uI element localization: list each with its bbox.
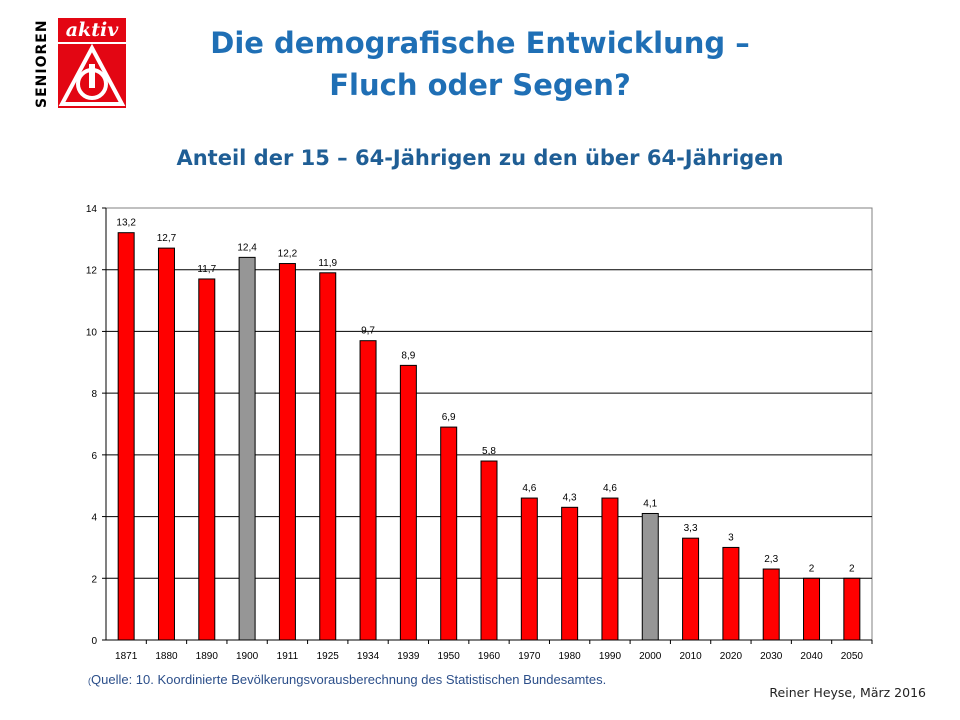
- bar: [762, 568, 780, 641]
- x-tick-label: 2030: [760, 651, 783, 662]
- bar: [399, 364, 417, 641]
- y-tick-label: 8: [91, 389, 97, 400]
- y-tick-label: 14: [86, 204, 98, 215]
- chart-title: Anteil der 15 – 64-Jährigen zu den über …: [176, 146, 784, 170]
- x-tick-label: 2020: [720, 651, 743, 662]
- data-label: 13,2: [116, 218, 136, 229]
- bar: [520, 497, 538, 641]
- data-label: 2: [849, 563, 855, 574]
- data-label: 2,3: [764, 554, 778, 565]
- data-label: 12,2: [278, 249, 298, 260]
- source-note: (Quelle: 10. Koordinierte Bevölkerungsvo…: [88, 672, 606, 687]
- y-tick-label: 12: [86, 266, 98, 277]
- x-tick-label: 1925: [317, 651, 340, 662]
- x-tick-label: 1890: [196, 651, 219, 662]
- data-label: 6,9: [442, 412, 456, 423]
- x-tick-label: 1990: [599, 651, 622, 662]
- data-label: 2: [809, 563, 815, 574]
- x-tick-label: 2010: [679, 651, 702, 662]
- data-label: 4,6: [522, 483, 536, 494]
- bar: [198, 278, 216, 641]
- y-tick-label: 6: [91, 451, 97, 462]
- bar: [117, 232, 135, 641]
- data-label: 4,3: [563, 492, 577, 503]
- data-label: 3,3: [684, 523, 698, 534]
- x-tick-label: 1950: [438, 651, 461, 662]
- bar: [440, 426, 458, 641]
- y-tick-label: 0: [91, 636, 97, 647]
- data-label: 11,9: [318, 258, 337, 269]
- source-paren: (: [88, 676, 91, 686]
- bar-chart: 0 2 4 6 8 10 12 14 13,2 1871 12,7 1880 11,7 1890 12,4 1…: [86, 204, 873, 662]
- y-tick-label: 4: [91, 513, 97, 524]
- x-tick-label: 2040: [800, 651, 823, 662]
- title-line-1: Die demografische Entwicklung –: [210, 26, 750, 60]
- author-credit: Reiner Heyse, März 2016: [769, 685, 926, 700]
- x-tick-label: 1934: [357, 651, 380, 662]
- page-title: Die demografische Entwicklung – Fluch od…: [150, 22, 810, 106]
- bar: [641, 512, 659, 641]
- data-label: 4,6: [603, 483, 617, 494]
- bar: [319, 272, 337, 641]
- data-label: 5,8: [482, 446, 496, 457]
- x-tick-label: 1900: [236, 651, 259, 662]
- bar: [278, 263, 296, 641]
- bar: [359, 340, 377, 641]
- source-text: Quelle: 10. Koordinierte Bevölkerungsvor…: [91, 672, 607, 687]
- bar: [601, 497, 619, 641]
- data-label: 9,7: [361, 326, 375, 337]
- bar: [803, 577, 821, 641]
- bar: [480, 460, 498, 641]
- x-tick-label: 2000: [639, 651, 662, 662]
- data-label: 8,9: [401, 350, 415, 361]
- data-label: 11,7: [197, 264, 216, 275]
- y-tick-label: 10: [86, 327, 98, 338]
- bar: [682, 537, 700, 641]
- x-tick-label: 1980: [559, 651, 582, 662]
- bar: [722, 546, 740, 641]
- data-label: 12,4: [237, 242, 257, 253]
- bar: [843, 577, 861, 641]
- x-tick-label: 1939: [397, 651, 420, 662]
- x-tick-label: 1880: [155, 651, 178, 662]
- x-tick-label: 1911: [277, 651, 299, 662]
- bar: [238, 256, 256, 641]
- x-tick-label: 1960: [478, 651, 501, 662]
- x-tick-label: 1871: [115, 651, 138, 662]
- bar: [157, 247, 175, 641]
- ig-metall-logo-icon: [58, 44, 126, 108]
- y-tick-label: 2: [91, 574, 97, 585]
- bar: [561, 506, 579, 641]
- data-label: 4,1: [643, 498, 657, 509]
- data-label: 3: [728, 532, 734, 543]
- data-label: 12,7: [157, 233, 177, 244]
- x-tick-label: 2050: [841, 651, 864, 662]
- x-tick-label: 1970: [518, 651, 541, 662]
- logo-text-aktiv: aktiv: [58, 18, 126, 42]
- title-line-2: Fluch oder Segen?: [329, 68, 631, 102]
